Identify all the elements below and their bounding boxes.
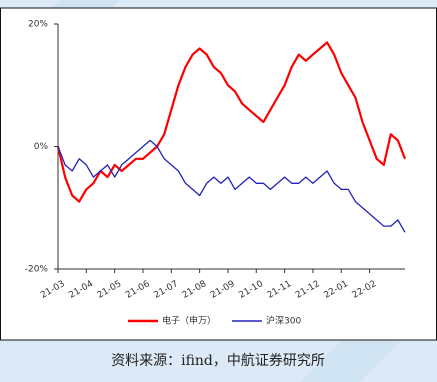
y-tick-label: 0% [34,142,49,152]
source: 资料来源：ifind，中航证券研究所 [111,353,325,369]
legend-label: 电子（申万） [162,315,216,327]
series-line [56,41,407,203]
chart-frame [0,7,437,341]
y-tick-label: -20% [25,265,49,275]
legend-label: 沪深300 [266,315,301,327]
series-line [57,139,406,233]
y-tick-label: 20% [28,20,48,30]
